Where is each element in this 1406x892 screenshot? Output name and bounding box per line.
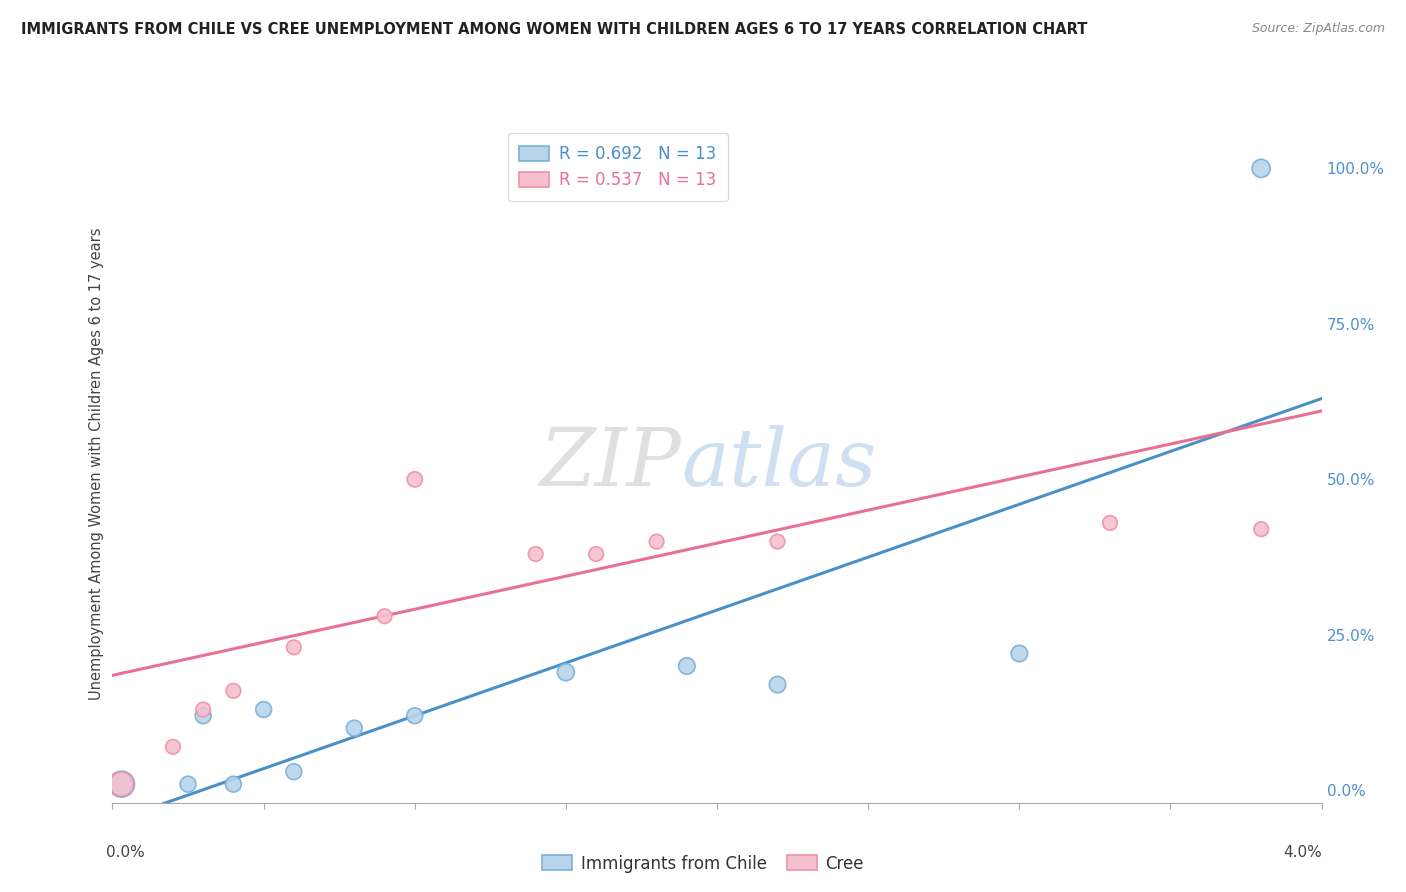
Point <box>177 777 200 791</box>
Point <box>1098 516 1121 530</box>
Point <box>191 708 215 723</box>
Point <box>162 739 184 754</box>
Point <box>1250 522 1272 536</box>
Point <box>1250 161 1272 176</box>
Point <box>766 678 789 692</box>
Point <box>766 534 789 549</box>
Point <box>222 683 245 698</box>
Point <box>110 777 132 791</box>
Point <box>110 777 132 791</box>
Y-axis label: Unemployment Among Women with Children Ages 6 to 17 years: Unemployment Among Women with Children A… <box>89 227 104 700</box>
Point <box>283 640 305 655</box>
Point <box>253 702 276 716</box>
Legend: Immigrants from Chile, Cree: Immigrants from Chile, Cree <box>536 848 870 880</box>
Point <box>343 721 366 735</box>
Text: atlas: atlas <box>681 425 876 502</box>
Point <box>675 659 697 673</box>
Point <box>283 764 305 779</box>
Point <box>404 472 426 486</box>
Text: Source: ZipAtlas.com: Source: ZipAtlas.com <box>1251 22 1385 36</box>
Text: 4.0%: 4.0% <box>1282 845 1322 860</box>
Point <box>222 777 245 791</box>
Point <box>404 708 426 723</box>
Point <box>373 609 396 624</box>
Text: 0.0%: 0.0% <box>107 845 145 860</box>
Text: IMMIGRANTS FROM CHILE VS CREE UNEMPLOYMENT AMONG WOMEN WITH CHILDREN AGES 6 TO 1: IMMIGRANTS FROM CHILE VS CREE UNEMPLOYME… <box>21 22 1087 37</box>
Point <box>524 547 547 561</box>
Point <box>645 534 668 549</box>
Point <box>554 665 576 680</box>
Text: ZIP: ZIP <box>538 425 681 502</box>
Point <box>1008 647 1031 661</box>
Point <box>585 547 607 561</box>
Point <box>191 702 215 716</box>
Legend: R = 0.692   N = 13, R = 0.537   N = 13: R = 0.692 N = 13, R = 0.537 N = 13 <box>508 133 728 201</box>
